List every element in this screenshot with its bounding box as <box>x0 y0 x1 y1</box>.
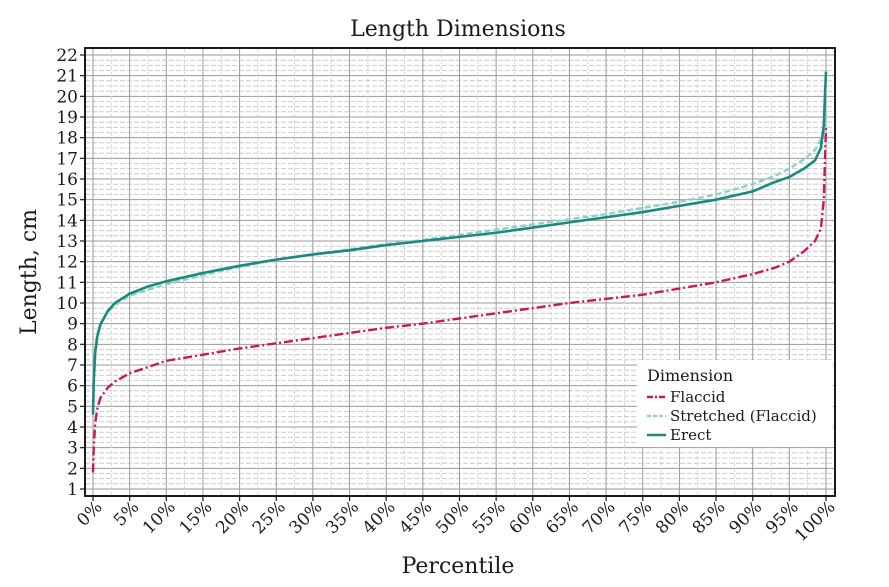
x-tick-label: 10% <box>139 497 180 538</box>
y-tick-label: 11 <box>56 273 78 293</box>
series-line-2 <box>91 71 828 415</box>
x-tick-label: 85% <box>689 497 730 538</box>
legend-label: Stretched (Flaccid) <box>670 407 817 425</box>
x-tick-label: 5% <box>110 497 143 530</box>
y-tick-label: 2 <box>67 459 78 479</box>
y-tick-label: 13 <box>56 232 78 252</box>
x-tick-label: 100% <box>791 497 840 546</box>
y-tick-label: 10 <box>56 294 78 314</box>
y-tick-label: 14 <box>56 211 78 231</box>
series-line-0 <box>91 127 828 473</box>
y-tick-label: 8 <box>67 335 78 355</box>
x-tick-label: 75% <box>615 497 656 538</box>
y-tick-label: 12 <box>56 253 78 273</box>
x-tick-label: 15% <box>176 497 217 538</box>
y-tick-label: 4 <box>67 418 78 438</box>
y-tick-label: 20 <box>56 87 78 107</box>
y-tick-label: 22 <box>56 46 78 66</box>
x-tick-label: 65% <box>542 497 583 538</box>
x-tick-label: 25% <box>249 497 290 538</box>
y-tick-label: 7 <box>67 356 78 376</box>
x-tick-label: 20% <box>212 497 253 538</box>
x-tick-label: 50% <box>432 497 473 538</box>
x-tick-label: 60% <box>505 497 546 538</box>
x-tick-label: 55% <box>469 497 510 538</box>
legend-box <box>637 360 833 447</box>
legend-title: Dimension <box>647 366 733 385</box>
y-tick-label: 21 <box>56 67 78 87</box>
x-tick-label: 70% <box>579 497 620 538</box>
x-axis-title: Percentile <box>402 554 515 579</box>
x-tick-label: 90% <box>725 497 766 538</box>
x-tick-label: 35% <box>322 497 363 538</box>
series-lines <box>91 71 828 473</box>
x-axis-ticks: 0% 5%10%15%20%25%30%35%40%45%50%55%60%65%… <box>73 496 840 546</box>
x-tick-label: 45% <box>396 497 437 538</box>
x-tick-label: 30% <box>286 497 327 538</box>
y-tick-label: 18 <box>56 129 78 149</box>
y-tick-label: 5 <box>67 397 78 417</box>
y-tick-label: 1 <box>67 480 78 500</box>
y-axis-title: Length, cm <box>17 209 42 335</box>
x-tick-label: 0% <box>73 497 106 530</box>
x-tick-label: 80% <box>652 497 693 538</box>
y-tick-label: 15 <box>56 191 78 211</box>
y-tick-label: 17 <box>56 149 78 169</box>
y-tick-label: 3 <box>67 439 78 459</box>
legend-label: Erect <box>670 426 711 444</box>
y-tick-label: 19 <box>56 108 78 128</box>
legend-label: Flaccid <box>670 388 726 406</box>
x-tick-label: 40% <box>359 497 400 538</box>
y-tick-label: 6 <box>67 377 78 397</box>
y-tick-label: 9 <box>67 315 78 335</box>
chart-title: Length Dimensions <box>350 17 566 42</box>
y-tick-label: 16 <box>56 170 78 190</box>
